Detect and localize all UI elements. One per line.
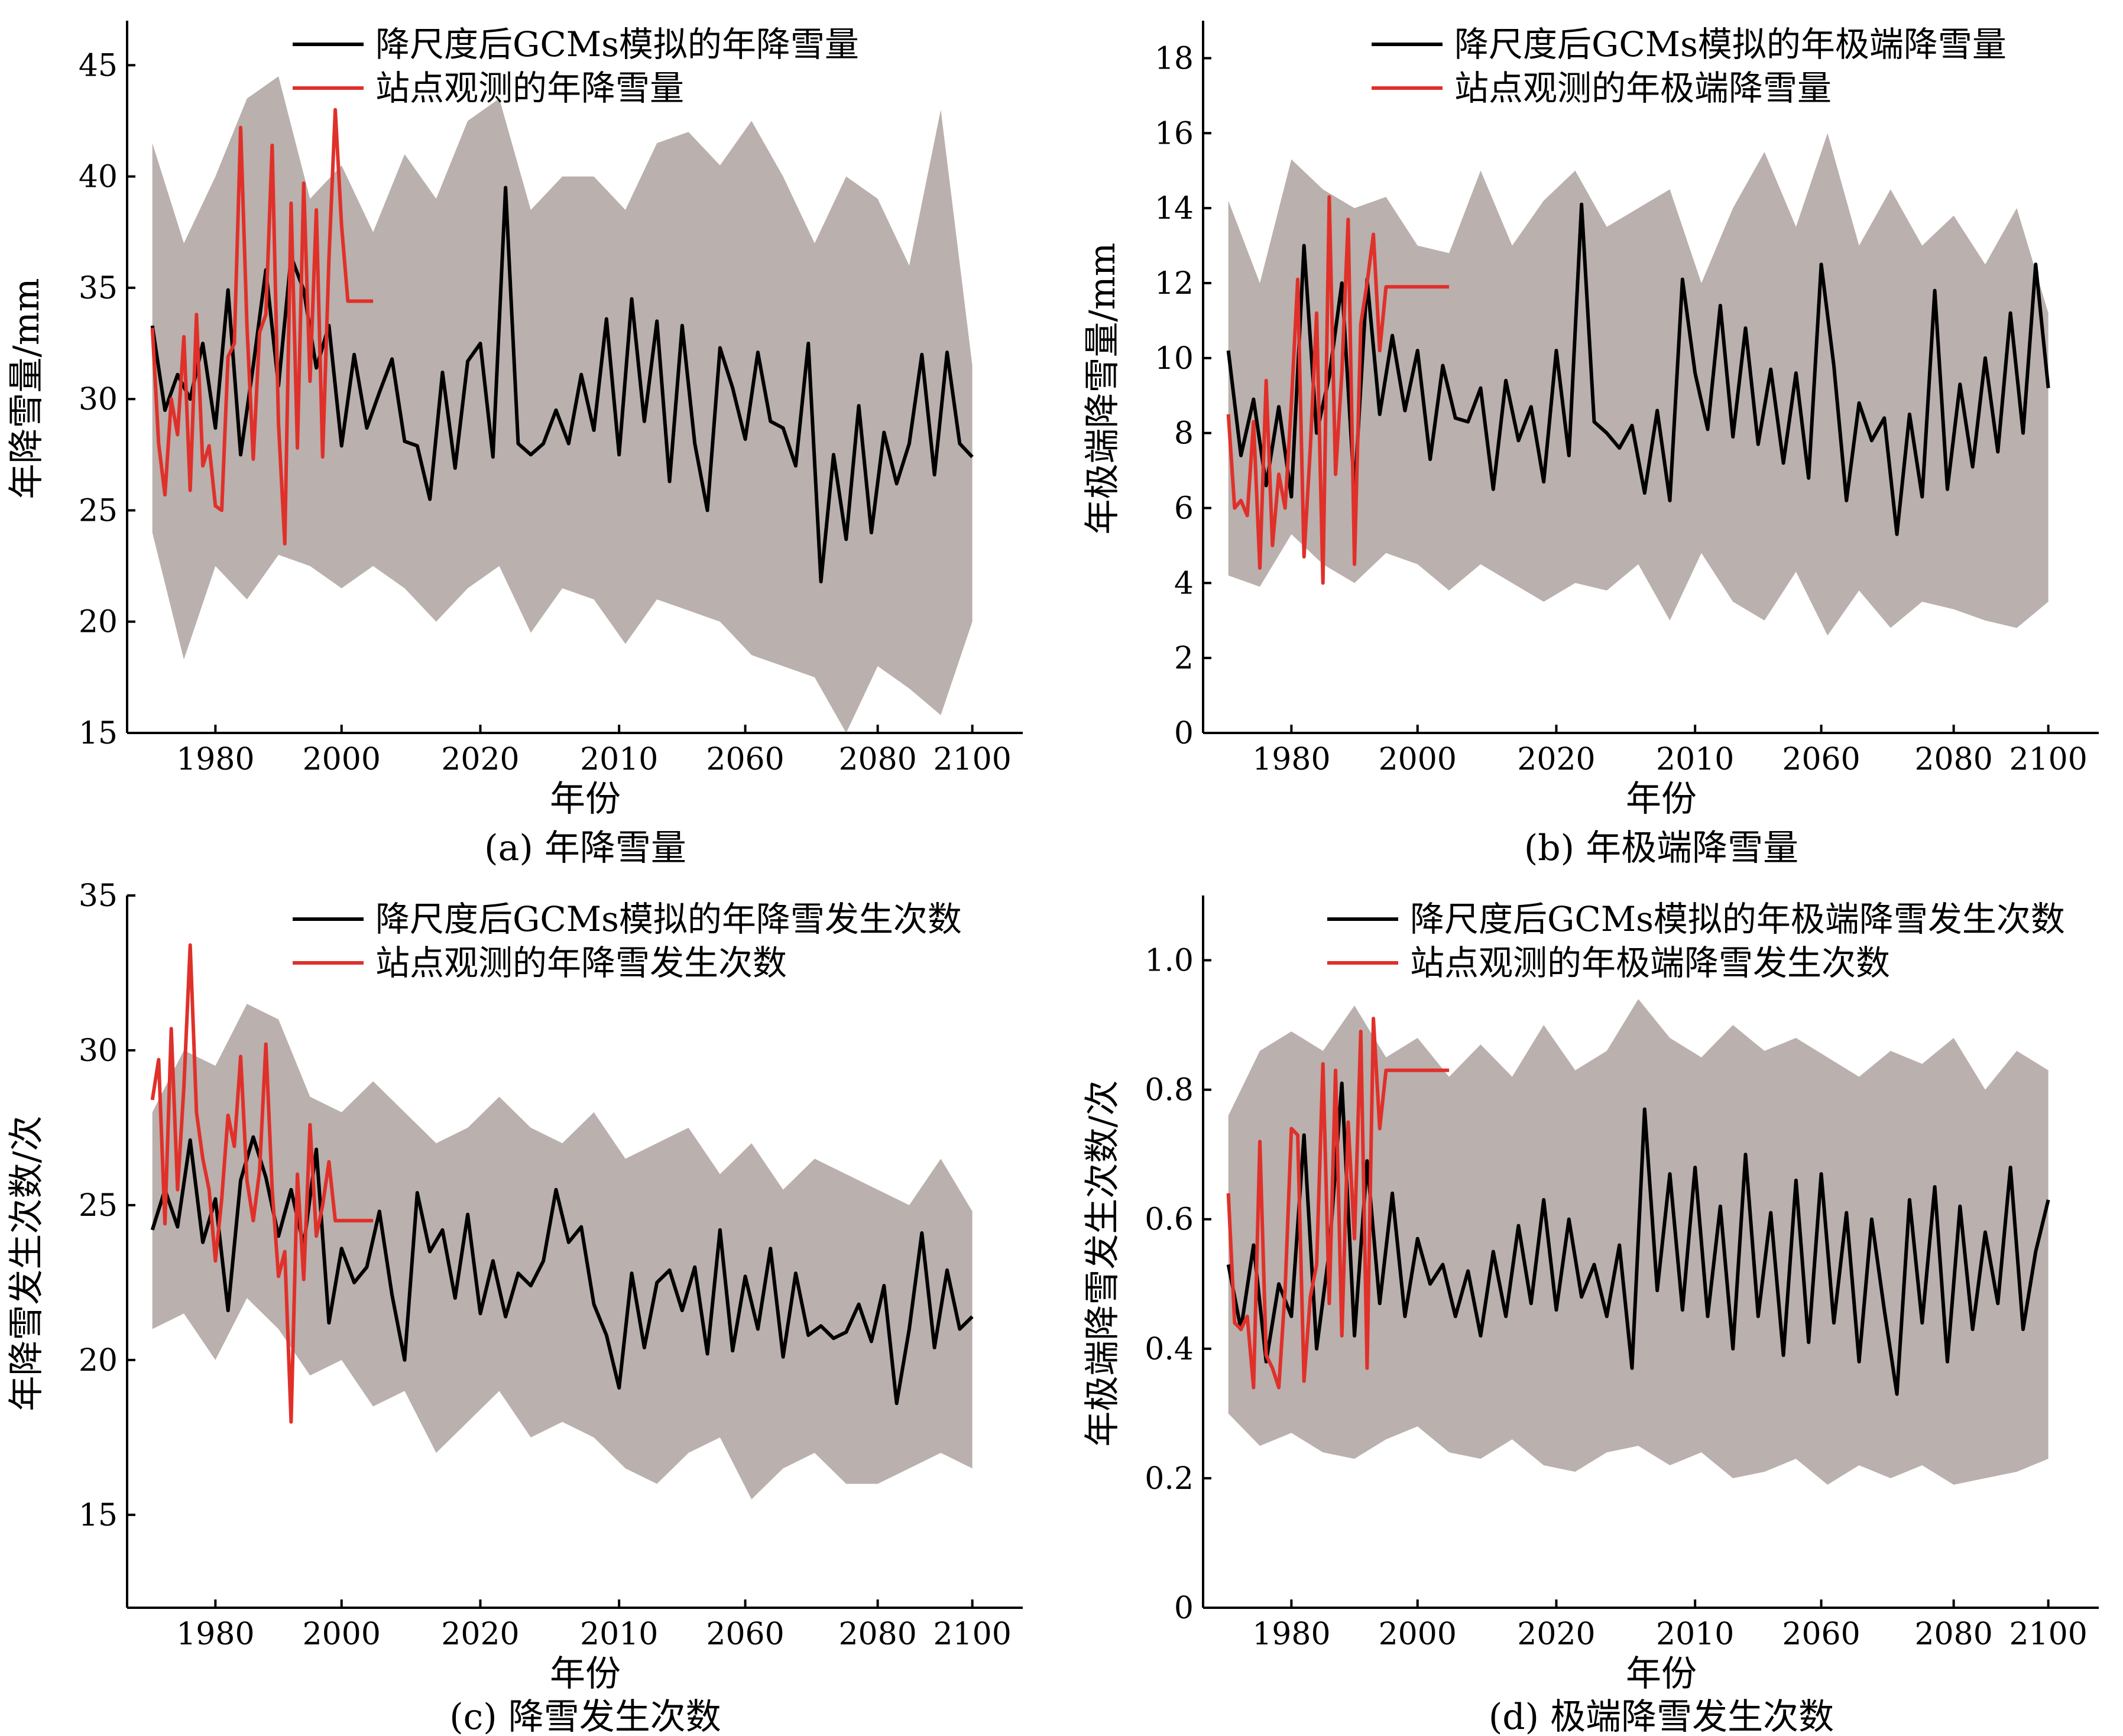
y-tick-label: 15: [79, 1498, 118, 1533]
spread-band: [152, 76, 973, 733]
y-tick-label: 0.2: [1145, 1461, 1194, 1497]
y-tick-label: 8: [1174, 416, 1194, 452]
y-tick-label: 0.4: [1145, 1332, 1194, 1367]
y-tick-label: 16: [1155, 116, 1194, 151]
x-axis-title: 年份: [1626, 1653, 1697, 1695]
y-tick-label: 25: [79, 493, 118, 528]
x-tick-label: 2080: [838, 742, 916, 777]
y-tick-label: 40: [79, 160, 118, 195]
y-tick-label: 0: [1174, 1591, 1194, 1626]
x-tick-label: 2060: [706, 1617, 784, 1652]
x-tick-label: 2010: [580, 742, 658, 777]
panel-snowfall-occurrences: 15 20 25 30 35 1980 2000 2020 2010 2060 2080 2100 年份…: [6, 878, 1023, 1736]
x-tick-label: 1980: [176, 742, 254, 777]
panel-extreme-snowfall-occurrences: 0 0.2 0.4 0.6 0.8 1.0 1980 2000 2020 2010 2060 2080…: [1082, 895, 2099, 1736]
y-tick-label: 0.6: [1145, 1202, 1194, 1238]
legend-label: 站点观测的年极端降雪量: [1454, 68, 1832, 108]
observed-series-line: [150, 108, 374, 546]
y-tick-label: 12: [1155, 266, 1194, 301]
x-tick-label: 2100: [933, 1617, 1011, 1652]
x-tick-label: 2060: [1782, 1617, 1860, 1652]
x-tick-label: 2000: [303, 742, 381, 777]
panel-caption: (a) 年降雪量: [484, 828, 686, 869]
x-tick-label: 2100: [933, 742, 1011, 777]
panel-annual-extreme-snowfall: 0 2 4 6 8 10 12 14 16 18 1980 2000 2020 2010 2060 2080 2…: [1082, 21, 2099, 869]
x-tick-label: 2060: [706, 742, 784, 777]
x-axis-title: 年份: [550, 778, 621, 820]
observed-series-line: [1226, 1017, 1450, 1390]
legend-label: 站点观测的年降雪发生次数: [375, 943, 787, 983]
x-tick-label: 2010: [580, 1617, 658, 1652]
x-tick-label: 1980: [1252, 742, 1330, 777]
legend-label: 站点观测的年降雪量: [375, 68, 684, 108]
y-tick-label: 30: [79, 1033, 118, 1069]
x-tick-label: 2000: [1379, 742, 1457, 777]
x-tick-label: 2100: [2009, 1617, 2087, 1652]
y-tick-label: 6: [1174, 491, 1194, 526]
spread-band: [152, 1004, 973, 1500]
y-tick-label: 25: [79, 1188, 118, 1224]
panel-caption: (c) 降雪发生次数: [449, 1696, 721, 1736]
x-tick-label: 2020: [1517, 1617, 1595, 1652]
y-axis-title: 年降雪量/mm: [6, 278, 47, 499]
y-tick-label: 2: [1174, 641, 1194, 676]
legend-label: 降尺度后GCMs模拟的年降雪发生次数: [375, 899, 962, 939]
panel-annual-snowfall: 15 20 25 30 35 40 45 1980 2000 2020 2010 2060 2080 21…: [6, 21, 1023, 869]
legend-label: 降尺度后GCMs模拟的年极端降雪发生次数: [1410, 899, 2065, 939]
y-tick-label: 0.8: [1145, 1073, 1194, 1108]
legend-label: 降尺度后GCMs模拟的年降雪量: [375, 24, 859, 64]
y-tick-label: 14: [1155, 191, 1194, 226]
y-tick-label: 4: [1174, 566, 1194, 601]
y-tick-label: 30: [79, 382, 118, 417]
x-tick-label: 2020: [441, 742, 519, 777]
x-tick-label: 2000: [303, 1617, 381, 1652]
x-axis-title: 年份: [550, 1653, 621, 1695]
x-tick-label: 2020: [1517, 742, 1595, 777]
x-axis-title: 年份: [1626, 778, 1697, 820]
y-axis-title: 年极端降雪发生次数/次: [1082, 1080, 1123, 1446]
y-tick-label: 35: [79, 878, 118, 914]
y-axis-title: 年极端降雪量/mm: [1082, 242, 1123, 534]
x-tick-label: 2100: [2009, 742, 2087, 777]
y-tick-label: 10: [1155, 341, 1194, 377]
y-tick-label: 1.0: [1145, 943, 1194, 979]
y-tick-label: 35: [79, 271, 118, 306]
x-tick-label: 2080: [838, 1617, 916, 1652]
x-tick-label: 2060: [1782, 742, 1860, 777]
panel-caption: (d) 极端降雪发生次数: [1489, 1696, 1834, 1736]
observed-series-line: [150, 943, 374, 1424]
model-series-line: [150, 1135, 974, 1406]
x-tick-label: 1980: [176, 1617, 254, 1652]
legend-label: 降尺度后GCMs模拟的年极端降雪量: [1454, 24, 2007, 64]
legend-label: 站点观测的年极端降雪发生次数: [1410, 943, 1890, 983]
y-tick-label: 20: [79, 1343, 118, 1378]
x-tick-label: 2000: [1379, 1617, 1457, 1652]
y-tick-label: 45: [79, 48, 118, 83]
observed-series-line: [1226, 195, 1450, 585]
y-tick-label: 0: [1174, 716, 1194, 751]
panel-caption: (b) 年极端降雪量: [1524, 828, 1798, 869]
x-tick-label: 2080: [1914, 1617, 1992, 1652]
x-tick-label: 1980: [1252, 1617, 1330, 1652]
y-tick-label: 15: [79, 716, 118, 751]
y-tick-label: 20: [79, 605, 118, 640]
model-series-line: [1226, 202, 2050, 536]
x-tick-label: 2010: [1656, 742, 1734, 777]
x-tick-label: 2020: [441, 1617, 519, 1652]
spread-band: [1228, 133, 2049, 636]
x-tick-label: 2010: [1656, 1617, 1734, 1652]
y-tick-label: 18: [1155, 41, 1194, 76]
x-tick-label: 2080: [1914, 742, 1992, 777]
y-axis-title: 年降雪发生次数/次: [6, 1115, 47, 1411]
